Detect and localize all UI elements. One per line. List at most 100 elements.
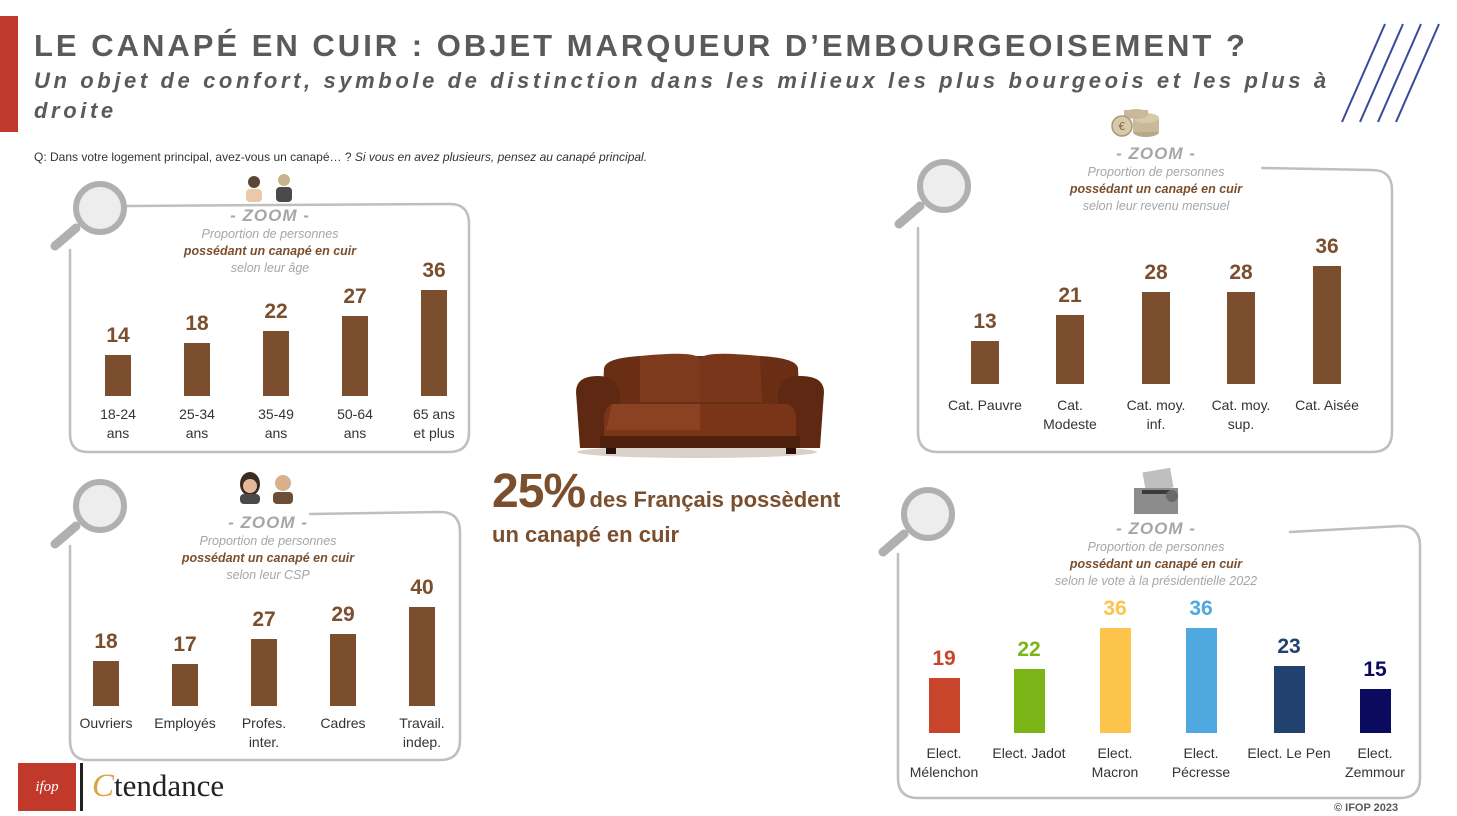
chart-age-header: - ZOOM - Proportion de personnes posséda… <box>160 206 380 277</box>
chart-vote-value-label: 23 <box>1277 634 1301 658</box>
hatch-decoration <box>1341 23 1440 123</box>
headline-text-2: un canapé en cuir <box>492 522 680 547</box>
chart-revenu-category-label: Cat. Pauvre <box>948 397 1022 413</box>
chart-age-value-label: 18 <box>185 311 209 335</box>
svg-text:€: € <box>1119 120 1126 133</box>
chart-revenu-bar <box>1313 265 1341 384</box>
frame-age <box>68 202 471 454</box>
chart-revenu-bar <box>971 341 999 384</box>
chart-age-category-label: 50-64 ans <box>337 406 373 441</box>
chart-csp-bar <box>330 634 356 706</box>
page-title: LE CANAPÉ EN CUIR : OBJET MARQUEUR D’EMB… <box>34 28 1248 63</box>
chart-revenu-category-label: Cat. Modeste <box>1043 397 1097 432</box>
chart-vote-bar <box>1273 665 1305 733</box>
chart-csp-value-label: 40 <box>410 575 434 599</box>
chart-revenu-category-label: Cat. Aisée <box>1295 397 1359 413</box>
headline-text-1: des Français possèdent <box>589 487 841 512</box>
tendance-logo: Ctendance <box>92 768 224 805</box>
chart-age-bar <box>421 289 447 396</box>
chart-age-zoom: - ZOOM - <box>230 206 310 225</box>
magnifier-icon-csp <box>50 479 127 549</box>
chart-csp-bar <box>172 663 198 706</box>
question-note: Si vous en avez plusieurs, pensez au can… <box>354 150 648 164</box>
chart-revenu-value-label: 21 <box>1058 284 1082 308</box>
chart-vote-header: - ZOOM - Proportion de personnes posséda… <box>1026 519 1286 590</box>
chart-csp-category-label: Ouvriers <box>79 715 133 731</box>
chart-vote-value-label: 36 <box>1189 596 1213 620</box>
frame-vote <box>896 524 1422 800</box>
chart-age-bar <box>105 354 131 396</box>
chart-vote-value-label: 22 <box>1017 637 1041 661</box>
accent-bar <box>0 16 18 132</box>
magnifier-icon-vote <box>878 487 955 557</box>
chart-revenu-title-2: possédant un canapé en cuir <box>1069 182 1243 196</box>
ballot-box-icon <box>1134 467 1178 514</box>
chart-revenu-bar <box>1227 292 1255 384</box>
people-age-icon <box>246 174 292 202</box>
chart-csp-zoom: - ZOOM - <box>228 513 308 532</box>
chart-csp-category-label: Cadres <box>320 715 366 731</box>
page-subtitle: Un objet de confort, symbole de distinct… <box>34 68 1330 123</box>
chart-age-category-label: 25-34 ans <box>179 406 215 441</box>
chart-age-title-1: Proportion de personnes <box>201 227 339 241</box>
chart-vote-category-label: Elect. Macron <box>1091 745 1139 780</box>
chart-revenu-value-label: 28 <box>1229 261 1253 285</box>
chart-age-value-label: 27 <box>343 285 367 309</box>
chart-revenu-value-label: 28 <box>1144 261 1168 285</box>
people-csp-icon <box>240 472 293 504</box>
chart-vote-bar <box>1185 627 1217 733</box>
chart-vote-bar <box>1359 689 1391 733</box>
chart-csp-title-1: Proportion de personnes <box>199 534 337 548</box>
chart-age-category-label: 65 ans et plus <box>412 406 456 441</box>
chart-revenu-zoom: - ZOOM - <box>1116 144 1196 163</box>
chart-csp-title-3: selon leur CSP <box>226 568 310 582</box>
ifop-logo: ifop <box>18 763 76 811</box>
chart-vote-category-label: Elect. Pécresse <box>1171 745 1231 780</box>
headline-percent: 25% <box>492 465 586 518</box>
chart-vote-category-label: Elect. Mélenchon <box>909 745 979 780</box>
logo-separator <box>80 763 83 811</box>
chart-vote-bar <box>1013 668 1045 733</box>
tendance-logo-text: tendance <box>114 768 225 803</box>
chart-vote-category-label: Elect. Le Pen <box>1247 745 1331 761</box>
chart-age-bar <box>263 331 289 396</box>
chart-age-title-3: selon leur âge <box>230 261 310 275</box>
chart-csp-category-label: Profes. inter. <box>241 715 287 750</box>
chart-vote-value-label: 36 <box>1103 596 1127 620</box>
leather-sofa-image <box>576 353 824 458</box>
chart-age-bar <box>342 316 368 396</box>
magnifier-icon-revenu <box>894 159 971 229</box>
chart-vote-bar <box>1099 627 1131 733</box>
chart-vote-title-1: Proportion de personnes <box>1087 540 1225 554</box>
chart-revenu-title-1: Proportion de personnes <box>1087 165 1225 179</box>
chart-vote-title-2: possédant un canapé en cuir <box>1069 557 1243 571</box>
chart-csp-bar <box>251 639 277 706</box>
chart-csp-title-2: possédant un canapé en cuir <box>181 551 355 565</box>
chart-revenu-value-label: 13 <box>973 310 997 334</box>
chart-csp-value-label: 27 <box>252 608 276 632</box>
question-main: Q: Dans votre logement principal, avez-v… <box>34 150 352 164</box>
survey-question: Q: Dans votre logement principal, avez-v… <box>34 150 647 164</box>
chart-vote-value-label: 15 <box>1363 658 1387 682</box>
chart-age-value-label: 14 <box>106 323 130 347</box>
magnifier-icon-age <box>50 181 127 251</box>
chart-age-category-label: 18-24 ans <box>100 406 136 441</box>
chart-revenu-category-label: Cat. moy. inf. <box>1126 397 1186 432</box>
chart-csp-bar <box>409 606 435 706</box>
chart-revenu-bar <box>1142 292 1170 384</box>
chart-revenu-title-3: selon leur revenu mensuel <box>1082 199 1230 213</box>
frame-csp <box>68 510 462 762</box>
chart-age-bar <box>184 342 210 396</box>
chart-vote-value-label: 19 <box>932 646 956 670</box>
chart-age-value-label: 36 <box>422 258 446 282</box>
chart-vote-bar <box>928 677 960 733</box>
chart-age-value-label: 22 <box>264 300 288 324</box>
chart-csp-header: - ZOOM - Proportion de personnes posséda… <box>158 513 378 584</box>
chart-csp-value-label: 29 <box>331 603 355 627</box>
headline: 25% des Français possèdent un canapé en … <box>492 464 841 547</box>
chart-vote-category-label: Elect. Zemmour <box>1345 745 1405 780</box>
chart-revenu-header: - ZOOM - Proportion de personnes posséda… <box>1036 144 1276 215</box>
chart-csp-value-label: 17 <box>173 632 197 656</box>
chart-revenu-value-label: 36 <box>1315 234 1339 258</box>
